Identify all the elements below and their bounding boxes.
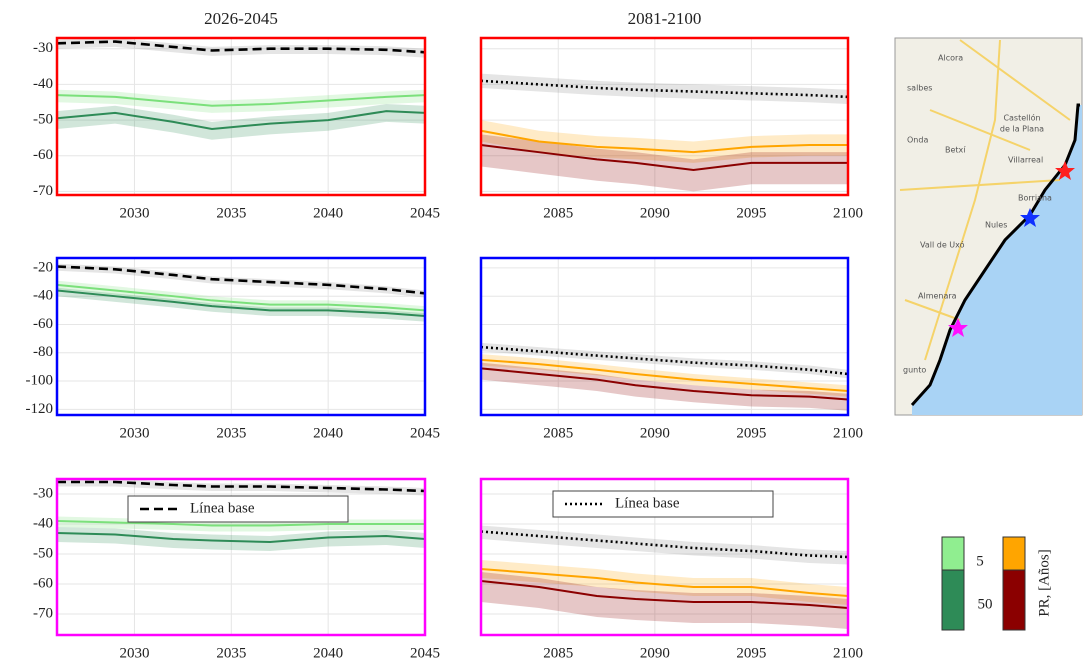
x-tick-label: 2035 [216,425,246,441]
column-title: 2026-2045 [204,9,278,28]
colorbar-swatch [1003,537,1025,570]
x-tick-label: 2095 [736,205,766,221]
colorbar-title: PR, [Años] [1036,549,1052,617]
x-tick-label: 2085 [543,645,573,661]
y-tick-label: -50 [33,112,53,128]
x-tick-label: 2100 [833,205,863,221]
y-tick-label: -100 [26,372,54,388]
figure: Alcora salbes Castellón de la Plana Onda Betx… [0,0,1086,666]
x-tick-label: 2045 [410,645,440,661]
column-title: 2081-2100 [628,9,702,28]
x-tick-label: 2090 [640,425,670,441]
map-label: Borriana [1018,194,1052,203]
map-label: Villarreal [1008,156,1043,165]
x-tick-label: 2045 [410,425,440,441]
x-tick-label: 2030 [119,205,149,221]
x-tick-label: 2085 [543,425,573,441]
x-tick-label: 2095 [736,425,766,441]
legend-label: Línea base [615,495,680,511]
x-tick-label: 2090 [640,205,670,221]
y-tick-label: -120 [26,401,54,417]
y-tick-label: -70 [33,605,53,621]
map-label: gunto [903,366,926,375]
legend-label: Línea base [190,500,255,516]
y-tick-label: -60 [33,316,53,332]
colorbar-swatch [942,570,964,630]
map-label: Almenara [918,292,957,301]
x-tick-label: 2035 [216,205,246,221]
y-tick-label: -40 [33,76,53,92]
map-label: Betxí [945,146,966,155]
colorbar-swatch [942,537,964,570]
x-tick-label: 2100 [833,645,863,661]
x-tick-label: 2095 [736,645,766,661]
y-tick-label: -30 [33,485,53,501]
map-label: Alcora [938,54,963,63]
colorbar-label: 50 [978,596,993,612]
map-label: de la Plana [1000,125,1044,134]
map-label: Onda [907,136,928,145]
x-tick-label: 2040 [313,425,343,441]
x-tick-label: 2030 [119,425,149,441]
map-label: Castellón [1003,113,1040,123]
map-label: salbes [907,84,932,93]
map-label: Nules [985,221,1007,230]
y-tick-label: -60 [33,147,53,163]
map-label: Vall de Uxó [920,240,965,250]
y-tick-label: -30 [33,40,53,56]
y-tick-label: -50 [33,545,53,561]
map: Alcora salbes Castellón de la Plana Onda Betx… [895,38,1082,415]
x-tick-label: 2085 [543,205,573,221]
y-tick-label: -70 [33,183,53,199]
x-tick-label: 2100 [833,425,863,441]
x-tick-label: 2090 [640,645,670,661]
x-tick-label: 2030 [119,645,149,661]
x-tick-label: 2040 [313,205,343,221]
x-tick-label: 2045 [410,205,440,221]
y-tick-label: -20 [33,259,53,275]
x-tick-label: 2040 [313,645,343,661]
x-tick-label: 2035 [216,645,246,661]
y-tick-label: -40 [33,515,53,531]
y-tick-label: -60 [33,575,53,591]
y-tick-label: -80 [33,344,53,360]
y-tick-label: -40 [33,288,53,304]
colorbar-swatch [1003,570,1025,630]
colorbar-label: 5 [976,553,984,569]
